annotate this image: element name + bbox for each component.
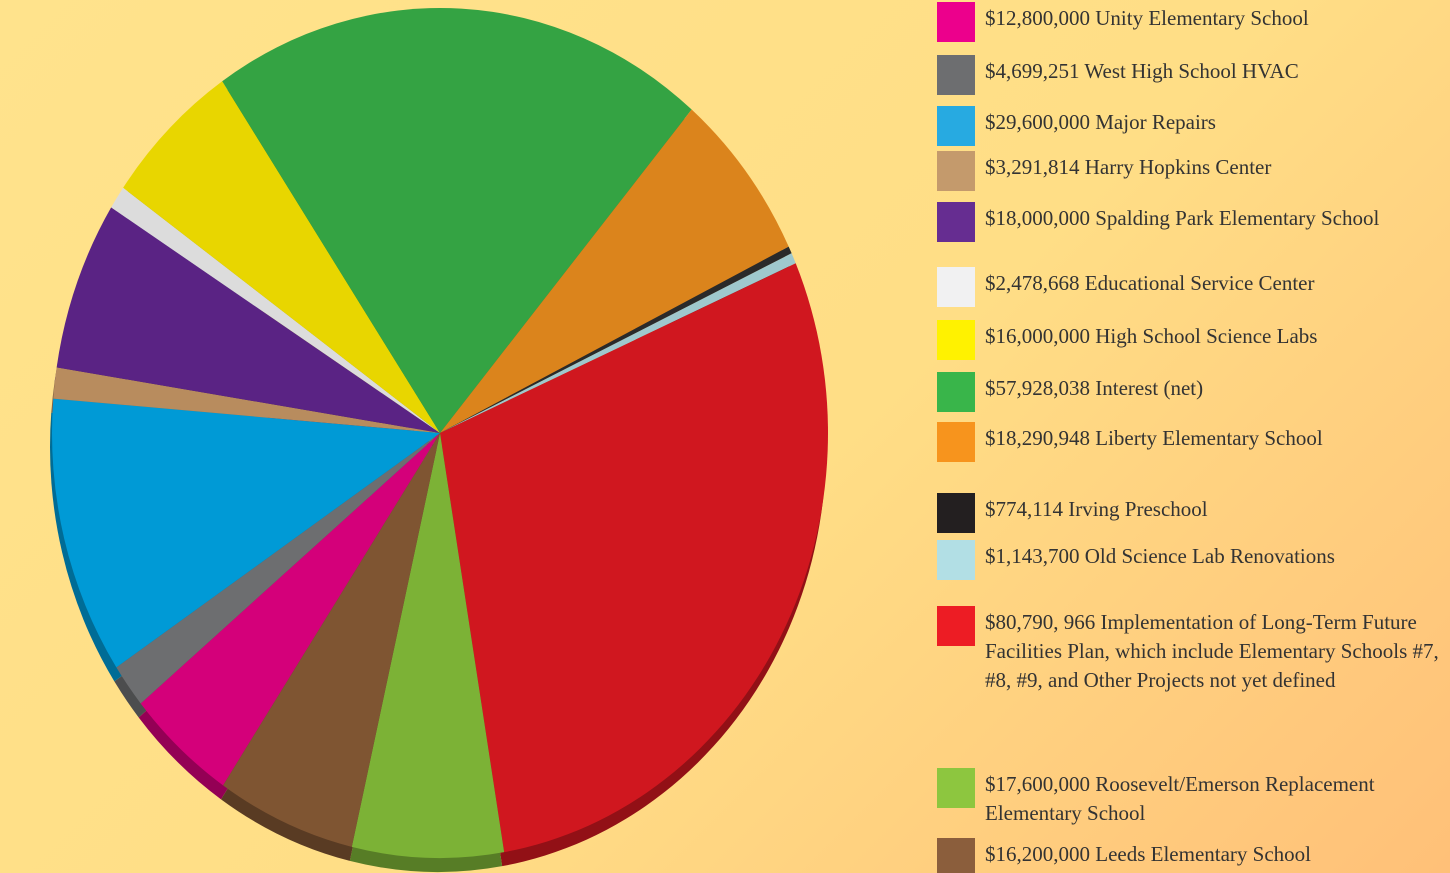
- legend-swatch: [937, 422, 975, 462]
- legend-amount: $2,478,668: [985, 271, 1080, 295]
- legend-item: $16,000,000 High School Science Labs: [937, 320, 1442, 360]
- legend-name: Spalding Park Elementary School: [1095, 206, 1380, 230]
- legend-label: $12,800,000 Unity Elementary School: [985, 4, 1440, 33]
- legend-name: Harry Hopkins Center: [1084, 155, 1272, 179]
- legend-name: Leeds Elementary School: [1095, 842, 1312, 866]
- legend-swatch: [937, 540, 975, 580]
- legend-swatch: [937, 606, 975, 646]
- legend-label: $2,478,668 Educational Service Center: [985, 269, 1440, 298]
- legend-label: $16,200,000 Leeds Elementary School: [985, 840, 1440, 869]
- legend-label: $774,114 Irving Preschool: [985, 495, 1440, 524]
- legend-swatch: [937, 493, 975, 533]
- legend-item: $18,000,000 Spalding Park Elementary Sch…: [937, 202, 1442, 242]
- legend-amount: $17,600,000: [985, 772, 1090, 796]
- legend-amount: $16,000,000: [985, 324, 1090, 348]
- slice: [351, 433, 505, 858]
- legend-item: $16,200,000 Leeds Elementary School: [937, 838, 1442, 873]
- slice: [440, 109, 789, 433]
- legend-name: Interest (net): [1095, 376, 1204, 400]
- legend-swatch: [937, 267, 975, 307]
- legend-name: Liberty Elementary School: [1095, 426, 1323, 450]
- legend-item: $2,478,668 Educational Service Center: [937, 267, 1442, 307]
- legend-amount: $18,290,948: [985, 426, 1090, 450]
- legend-item: $4,699,251 West High School HVAC: [937, 55, 1442, 95]
- slice: [52, 398, 441, 668]
- legend-item: $17,600,000 Roosevelt/Emerson Replacemen…: [937, 768, 1442, 828]
- legend-amount: $4,699,251: [985, 59, 1080, 83]
- legend-label: $18,290,948 Liberty Elementary School: [985, 424, 1440, 453]
- legend-name: Roosevelt/Emerson Replacement Elementary…: [985, 772, 1375, 825]
- legend-label: $3,291,814 Harry Hopkins Center: [985, 153, 1440, 182]
- legend-item: $3,291,814 Harry Hopkins Center: [937, 151, 1442, 191]
- legend-swatch: [937, 838, 975, 873]
- legend-amount: $3,291,814: [985, 155, 1080, 179]
- legend-name: Educational Service Center: [1084, 271, 1315, 295]
- legend-amount: $18,000,000: [985, 206, 1090, 230]
- pie: [50, 7, 829, 872]
- legend-swatch: [937, 106, 975, 146]
- legend-name: Implementation of Long-Term Future Facil…: [985, 610, 1439, 692]
- legend-amount: $29,600,000: [985, 110, 1090, 134]
- legend-name: Irving Preschool: [1068, 497, 1208, 521]
- legend-label: $4,699,251 West High School HVAC: [985, 57, 1440, 86]
- legend-amount: $12,800,000: [985, 6, 1090, 30]
- legend-label: $57,928,038 Interest (net): [985, 374, 1440, 403]
- legend-label: $29,600,000 Major Repairs: [985, 108, 1440, 137]
- legend-swatch: [937, 55, 975, 95]
- legend-name: West High School HVAC: [1084, 59, 1299, 83]
- legend-amount: $16,200,000: [985, 842, 1090, 866]
- legend-item: $29,600,000 Major Repairs: [937, 106, 1442, 146]
- slice: [111, 187, 441, 433]
- slice: [56, 207, 441, 433]
- legend-swatch: [937, 372, 975, 412]
- slice: [116, 433, 440, 704]
- legend-label: $80,790, 966 Implementation of Long-Term…: [985, 608, 1440, 695]
- slice: [223, 433, 440, 847]
- slice: [440, 253, 796, 433]
- legend-swatch: [937, 202, 975, 242]
- legend-label: $16,000,000 High School Science Labs: [985, 322, 1440, 351]
- legend-swatch: [937, 151, 975, 191]
- slice: [440, 263, 829, 853]
- legend-amount: $774,114: [985, 497, 1063, 521]
- legend-swatch: [937, 2, 975, 42]
- legend-amount: $57,928,038: [985, 376, 1090, 400]
- legend-item: $18,290,948 Liberty Elementary School: [937, 422, 1442, 462]
- slice: [53, 367, 441, 433]
- legend-label: $17,600,000 Roosevelt/Emerson Replacemen…: [985, 770, 1440, 828]
- legend-item: $80,790, 966 Implementation of Long-Term…: [937, 606, 1442, 695]
- legend-item: $1,143,700 Old Science Lab Renovations: [937, 540, 1442, 580]
- legend-amount: $1,143,700: [985, 544, 1080, 568]
- legend-swatch: [937, 320, 975, 360]
- slice: [123, 81, 440, 433]
- legend-amount: $80,790, 966: [985, 610, 1096, 634]
- legend-swatch: [937, 768, 975, 808]
- slice: [140, 433, 440, 786]
- legend-item: $12,800,000 Unity Elementary School: [937, 2, 1442, 42]
- legend-name: Old Science Lab Renovations: [1084, 544, 1335, 568]
- legend-label: $18,000,000 Spalding Park Elementary Sch…: [985, 204, 1440, 233]
- legend-name: Major Repairs: [1095, 110, 1216, 134]
- legend-label: $1,143,700 Old Science Lab Renovations: [985, 542, 1440, 571]
- legend-item: $774,114 Irving Preschool: [937, 493, 1442, 533]
- slice: [440, 246, 792, 433]
- slice: [222, 7, 692, 434]
- legend-item: $57,928,038 Interest (net): [937, 372, 1442, 412]
- legend-name: High School Science Labs: [1095, 324, 1318, 348]
- legend-name: Unity Elementary School: [1095, 6, 1309, 30]
